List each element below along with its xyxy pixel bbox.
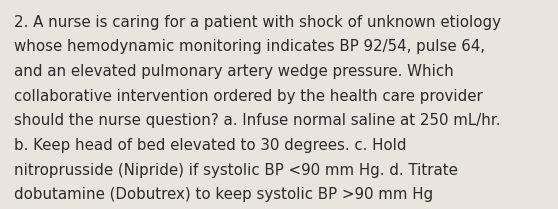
Text: whose hemodynamic monitoring indicates BP 92/54, pulse 64,: whose hemodynamic monitoring indicates B… xyxy=(14,39,485,54)
Text: nitroprusside (Nipride) if systolic BP <90 mm Hg. d. Titrate: nitroprusside (Nipride) if systolic BP <… xyxy=(14,163,458,178)
Text: dobutamine (Dobutrex) to keep systolic BP >90 mm Hg: dobutamine (Dobutrex) to keep systolic B… xyxy=(14,187,433,202)
Text: collaborative intervention ordered by the health care provider: collaborative intervention ordered by th… xyxy=(14,89,483,104)
Text: and an elevated pulmonary artery wedge pressure. Which: and an elevated pulmonary artery wedge p… xyxy=(14,64,454,79)
Text: b. Keep head of bed elevated to 30 degrees. c. Hold: b. Keep head of bed elevated to 30 degre… xyxy=(14,138,406,153)
Text: should the nurse question? a. Infuse normal saline at 250 mL/hr.: should the nurse question? a. Infuse nor… xyxy=(14,113,501,128)
Text: 2. A nurse is caring for a patient with shock of unknown etiology: 2. A nurse is caring for a patient with … xyxy=(14,15,501,30)
